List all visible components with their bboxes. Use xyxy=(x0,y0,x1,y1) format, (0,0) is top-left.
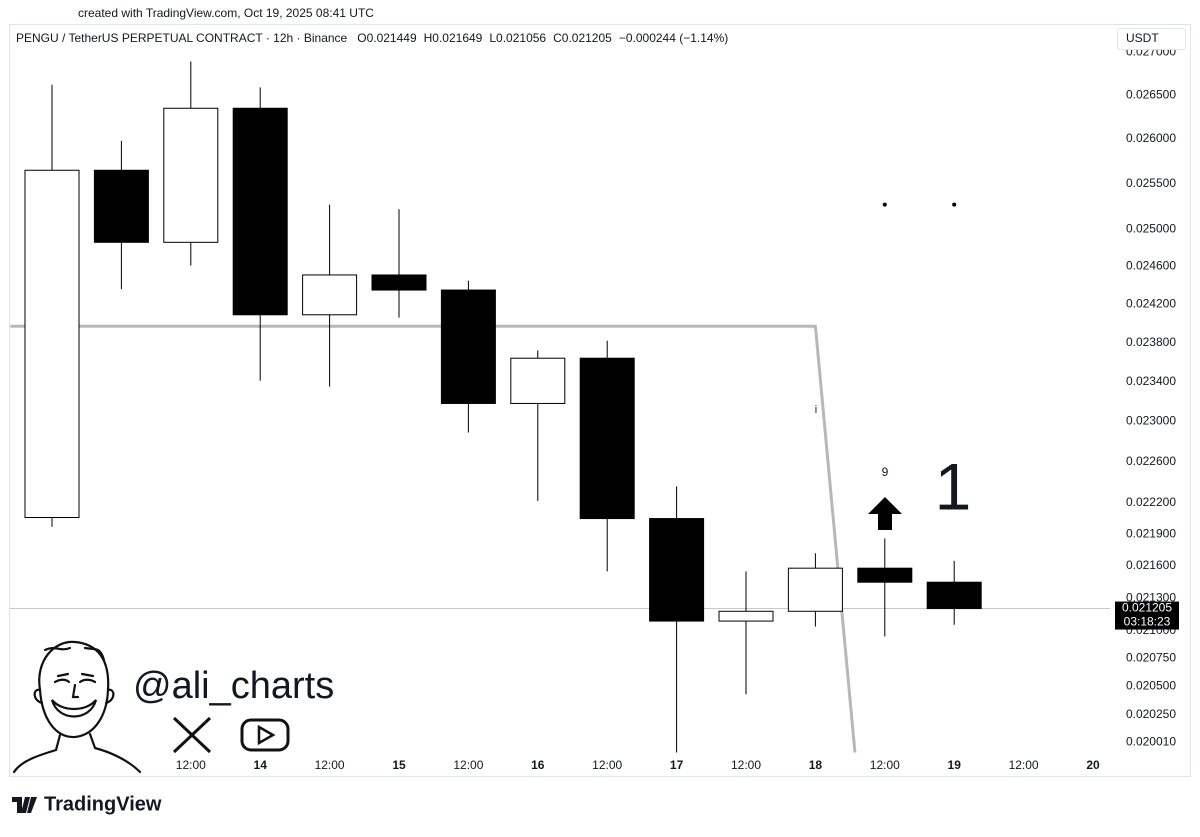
buy-arrow xyxy=(868,497,902,530)
x-tick-label: 18 xyxy=(809,758,823,772)
ohlc-value: 0.021649 xyxy=(432,31,482,45)
y-tick-label: 0.020010 xyxy=(1126,734,1176,748)
currency-label: USDT xyxy=(1126,31,1159,45)
currency-box[interactable] xyxy=(1117,28,1186,50)
y-tick-label: 0.020250 xyxy=(1126,707,1176,721)
youtube-icon[interactable] xyxy=(240,718,290,752)
candle-body xyxy=(649,518,705,622)
y-tick-label: 0.022200 xyxy=(1126,495,1176,509)
candle-body xyxy=(718,610,774,622)
x-tick-label: 12:00 xyxy=(731,758,761,772)
y-tick-label: 0.020500 xyxy=(1126,679,1176,693)
ohlc-value: 0.021449 xyxy=(367,31,417,45)
last-price-box xyxy=(1115,601,1179,630)
candle-body xyxy=(24,169,80,519)
y-tick-label: 0.023800 xyxy=(1126,335,1176,349)
candle-body xyxy=(440,289,496,404)
x-tick-label: 12:00 xyxy=(592,758,622,772)
brand-logo xyxy=(12,797,37,813)
price-change: −0.000244 (−1.14%) xyxy=(619,31,728,45)
y-tick-label: 0.023400 xyxy=(1126,374,1176,388)
y-tick-label: 0.021600 xyxy=(1126,558,1176,572)
candle-body xyxy=(926,581,982,610)
symbol-title: PENGU / TetherUS PERPETUAL CONTRACT · 12… xyxy=(16,31,348,45)
ohlc-prefix: H xyxy=(424,31,433,45)
watermark: @ali_charts xyxy=(10,640,334,776)
annotations: i 9 1 xyxy=(815,404,972,530)
ohlc-prefix: L xyxy=(489,31,496,45)
y-tick-label: 0.022600 xyxy=(1126,454,1176,468)
legend-header: PENGU / TetherUS PERPETUAL CONTRACT · 12… xyxy=(12,28,728,50)
x-icon[interactable] xyxy=(172,716,212,754)
x-tick-label: 12:00 xyxy=(315,758,345,772)
brand: TradingView xyxy=(12,793,162,815)
candle-body xyxy=(232,107,288,316)
x-tick-label: 15 xyxy=(392,758,406,772)
x-tick-label: 19 xyxy=(948,758,962,772)
countdown: 03:18:23 xyxy=(1124,615,1171,629)
last-price-label: 0.021205 xyxy=(1122,601,1172,615)
x-tick-label: 20 xyxy=(1086,758,1100,772)
plot-area xyxy=(10,61,1110,753)
signal-dot xyxy=(882,202,887,207)
y-tick-label: 0.025000 xyxy=(1126,222,1176,236)
ohlc-value: 0.021205 xyxy=(562,31,612,45)
x-tick-label: 14 xyxy=(254,758,268,772)
ohlc-prefix: O xyxy=(357,31,366,45)
y-tick-label: 0.026000 xyxy=(1126,131,1176,145)
count-label: 9 xyxy=(882,465,889,479)
y-tick-label: 0.024600 xyxy=(1126,259,1176,273)
avatar xyxy=(12,640,142,774)
candle-body xyxy=(371,274,427,291)
x-tick-label: 17 xyxy=(670,758,684,772)
candle-body xyxy=(857,567,913,583)
info-mark: i xyxy=(815,404,817,416)
x-tick-label: 12:00 xyxy=(870,758,900,772)
x-tick-label: 12:00 xyxy=(453,758,483,772)
y-tick-label: 0.026500 xyxy=(1126,87,1176,101)
y-tick-label: 0.023000 xyxy=(1126,414,1176,428)
candle-body xyxy=(787,567,843,612)
y-tick-label: 0.027000 xyxy=(1126,44,1176,58)
y-tick-label: 0.020750 xyxy=(1126,651,1176,665)
candle-body xyxy=(510,357,566,404)
x-tick-label: 12:00 xyxy=(176,758,206,772)
x-tick-label: 12:00 xyxy=(1009,758,1039,772)
y-tick-label: 0.021300 xyxy=(1126,590,1176,604)
candle-body xyxy=(302,274,358,316)
candle-body xyxy=(579,357,635,520)
y-tick-label: 0.021900 xyxy=(1126,526,1176,540)
ohlc-prefix: C xyxy=(553,31,562,45)
y-tick-label: 0.024200 xyxy=(1126,296,1176,310)
signal-dot xyxy=(952,202,957,207)
brand-name: TradingView xyxy=(44,793,162,815)
handle: @ali_charts xyxy=(133,665,334,707)
header-bg xyxy=(12,28,692,50)
ohlc-value: 0.021056 xyxy=(496,31,546,45)
candle-body xyxy=(163,107,219,243)
setup-label: 1 xyxy=(935,449,972,523)
play-icon xyxy=(257,724,276,746)
x-tick-label: 16 xyxy=(531,758,545,772)
created-note: created with TradingView.com, Oct 19, 20… xyxy=(78,6,374,20)
y-tick-label: 0.025500 xyxy=(1126,176,1176,190)
candle-body xyxy=(93,169,149,243)
